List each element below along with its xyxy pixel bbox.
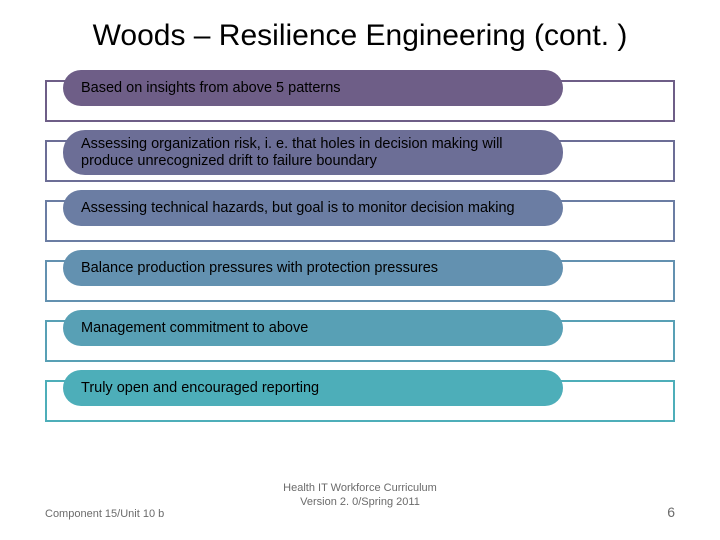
bar-pill: Based on insights from above 5 patterns: [63, 70, 563, 106]
bar-pill: Assessing organization risk, i. e. that …: [63, 130, 563, 175]
bar-pill: Management commitment to above: [63, 310, 563, 346]
bar-pill: Truly open and encouraged reporting: [63, 370, 563, 406]
bars-container: Based on insights from above 5 patterns A…: [0, 62, 720, 422]
footer-center: Health IT Workforce Curriculum Version 2…: [0, 482, 720, 510]
bar-row: Management commitment to above: [45, 310, 675, 362]
footer-center-line2: Version 2. 0/Spring 2011: [300, 496, 420, 508]
bar-pill: Balance production pressures with protec…: [63, 250, 563, 286]
bar-row: Balance production pressures with protec…: [45, 250, 675, 302]
footer: Component 15/Unit 10 b Health IT Workfor…: [0, 482, 720, 522]
bar-row: Assessing organization risk, i. e. that …: [45, 130, 675, 182]
footer-center-line1: Health IT Workforce Curriculum: [283, 482, 437, 494]
footer-left: Component 15/Unit 10 b: [45, 508, 164, 520]
bar-row: Truly open and encouraged reporting: [45, 370, 675, 422]
bar-row: Assessing technical hazards, but goal is…: [45, 190, 675, 242]
page-title: Woods – Resilience Engineering (cont. ): [0, 0, 720, 62]
bar-row: Based on insights from above 5 patterns: [45, 70, 675, 122]
bar-pill: Assessing technical hazards, but goal is…: [63, 190, 563, 226]
footer-page-number: 6: [667, 504, 675, 520]
